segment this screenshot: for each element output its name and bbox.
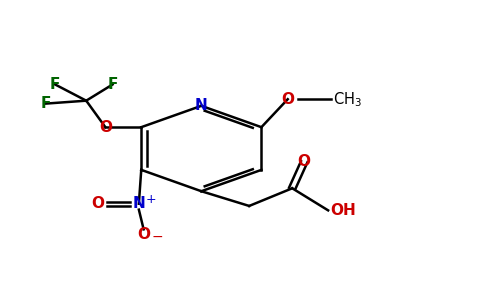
Text: OH: OH <box>331 203 356 218</box>
Text: F: F <box>50 77 60 92</box>
Text: N: N <box>133 196 145 211</box>
Text: O: O <box>281 92 294 107</box>
Text: F: F <box>107 77 118 92</box>
Text: O: O <box>91 196 105 211</box>
Text: N: N <box>195 98 208 113</box>
Text: −: − <box>151 230 163 244</box>
Text: CH$_3$: CH$_3$ <box>333 90 362 109</box>
Text: O: O <box>137 227 150 242</box>
Text: O: O <box>99 120 112 135</box>
Text: F: F <box>40 96 51 111</box>
Text: +: + <box>146 193 156 206</box>
Text: O: O <box>298 154 311 169</box>
